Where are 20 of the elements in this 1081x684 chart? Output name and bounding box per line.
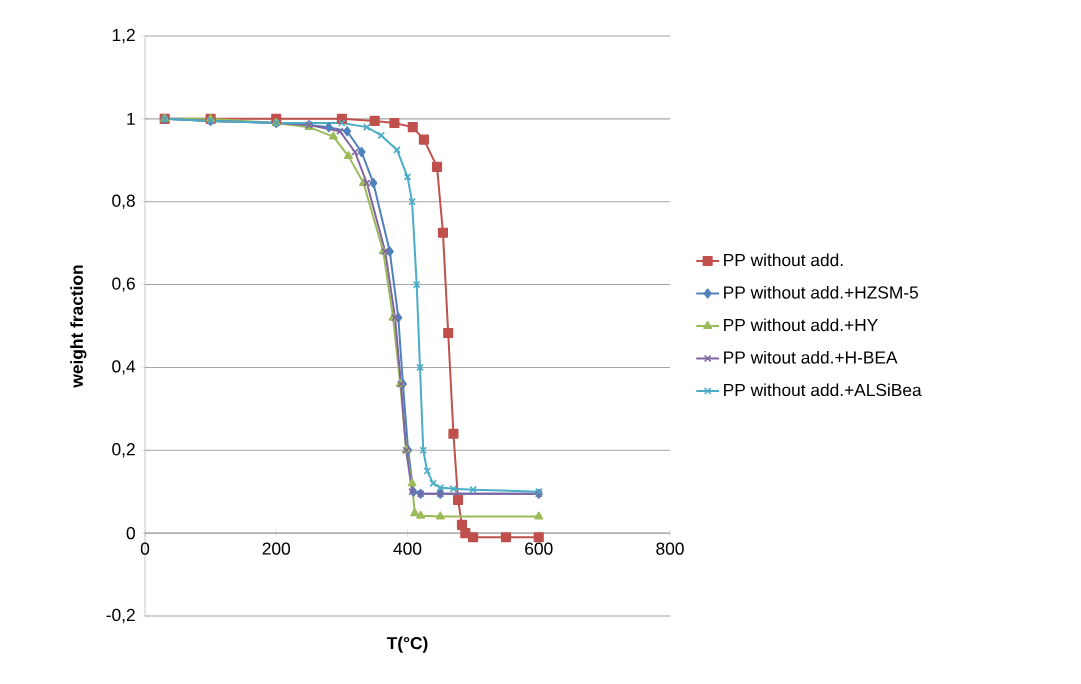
- y-tick-label: -0,2: [106, 608, 135, 624]
- x-tick-label: 200: [262, 542, 291, 555]
- y-tick-label: 1: [127, 112, 135, 125]
- legend-label: PP witout add.+H-BEA: [724, 350, 898, 364]
- y-tick-label: 0,8: [112, 194, 135, 209]
- y-tick-label: 0,4: [112, 360, 136, 375]
- y-axis-title: weight fraction: [70, 265, 87, 388]
- x-tick-label: 400: [393, 542, 422, 555]
- x-tick-label: 0: [140, 542, 150, 555]
- y-tick-label: 0: [126, 526, 135, 540]
- legend-label: PP without add.+HZSM-5: [724, 285, 918, 299]
- legend-label: PP without add.+HY: [724, 318, 878, 332]
- y-tick-label: 0,6: [112, 277, 135, 292]
- legend-label: PP without add.: [724, 253, 843, 267]
- y-tick-label: 1,2: [112, 28, 135, 44]
- legend-label: PP without add.+ALSiBea: [724, 383, 922, 397]
- x-tick-label: 800: [656, 542, 684, 555]
- y-tick-label: 0,2: [112, 443, 135, 458]
- x-tick-label: 600: [525, 542, 553, 555]
- x-axis-title: T(°C): [386, 636, 428, 653]
